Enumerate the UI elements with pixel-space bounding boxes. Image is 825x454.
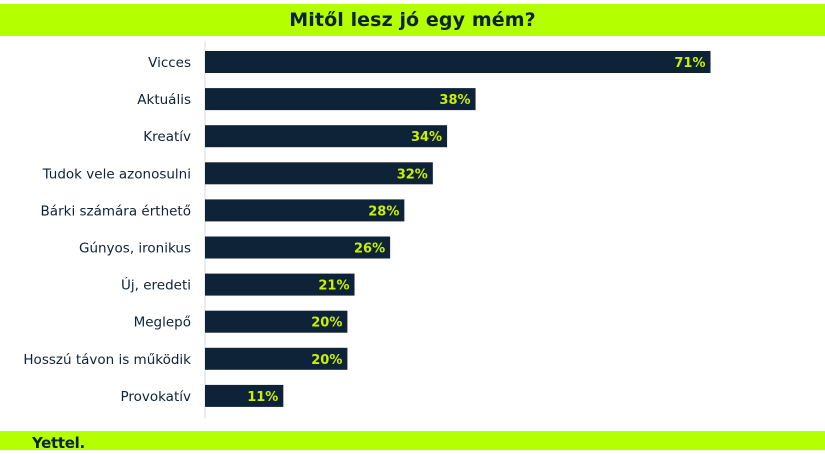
bar (205, 347, 348, 370)
bar-value-label: 11% (247, 390, 278, 405)
bar (205, 199, 405, 222)
category-label: Vicces (148, 55, 191, 71)
bar (205, 273, 355, 296)
bar (205, 125, 448, 148)
footer-bar: Yettel. (0, 431, 825, 452)
category-label: Meglepő (134, 315, 191, 331)
title-bar: Mitől lesz jó egy mém? (0, 4, 825, 36)
bar-value-label: 26% (354, 242, 385, 257)
bar-value-label: 71% (674, 56, 705, 71)
category-label: Gúnyos, ironikus (79, 241, 191, 257)
bar-value-label: 21% (318, 279, 349, 294)
category-label: Kreatív (143, 129, 191, 145)
category-label: Új, eredeti (121, 276, 191, 294)
chart-title: Mitől lesz jó egy mém? (289, 9, 536, 31)
bar (205, 51, 711, 73)
bar-value-label: 20% (311, 353, 342, 368)
bar (205, 310, 348, 333)
yettel-logo: Yettel. (32, 434, 85, 452)
bar-value-label: 38% (439, 93, 470, 108)
bar-value-label: 20% (311, 316, 342, 331)
bar (205, 384, 284, 407)
category-label: Tudok vele azonosulni (42, 166, 191, 182)
category-label: Aktuális (137, 92, 191, 108)
bar (205, 236, 391, 259)
bar (205, 88, 476, 111)
category-label: Provokatív (120, 389, 191, 405)
category-label: Hosszú távon is működik (23, 352, 191, 368)
bar-value-label: 34% (411, 130, 442, 145)
category-label: Bárki számára érthető (41, 203, 191, 219)
bar-value-label: 28% (368, 204, 399, 219)
bar (205, 162, 433, 185)
bar-value-label: 32% (397, 167, 428, 182)
